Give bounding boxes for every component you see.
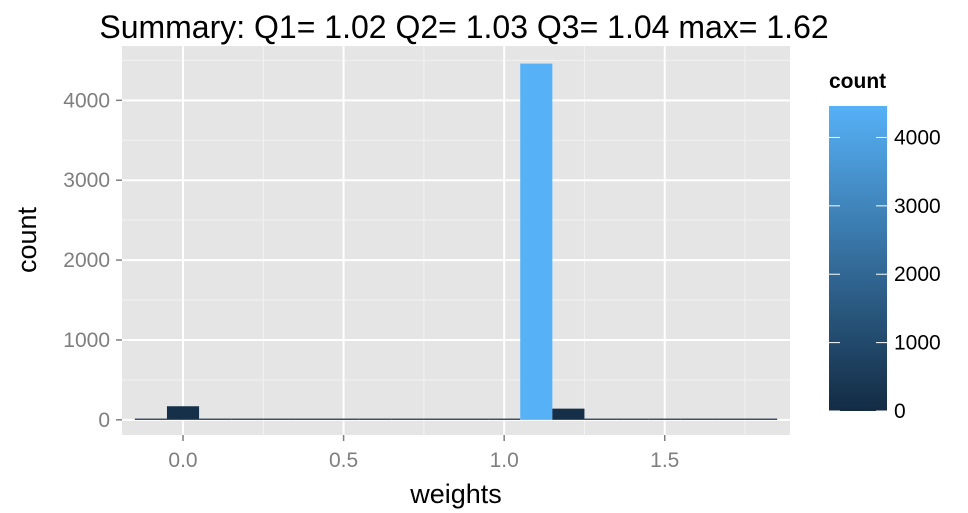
y-tick-label: 2000	[63, 249, 110, 272]
color-legend: count 0 1000 2000 3000 4000	[829, 70, 941, 423]
histogram-bar	[359, 418, 392, 420]
x-tick-label: 0.0	[168, 449, 197, 472]
legend-label: 1000	[894, 332, 941, 355]
bars	[134, 63, 778, 420]
histogram-bar	[745, 418, 778, 420]
histogram-bar	[456, 418, 489, 420]
x-axis: 0.0 0.5 1.0 1.5	[168, 435, 679, 472]
histogram-bar	[584, 418, 617, 420]
histogram-bar	[423, 418, 456, 420]
x-axis-title: weights	[409, 479, 502, 509]
histogram-bar	[166, 406, 200, 420]
histogram-bar	[391, 418, 424, 420]
y-axis: 0 1000 2000 3000 4000	[63, 89, 122, 432]
y-tick-label: 0	[98, 409, 110, 432]
legend-colorbar	[829, 106, 887, 411]
histogram-bar	[295, 418, 328, 420]
legend-breaks: 0 1000 2000 3000 4000	[829, 126, 941, 423]
histogram-bar	[552, 408, 585, 420]
histogram-bar	[680, 418, 713, 420]
legend-label: 2000	[894, 263, 941, 286]
legend-label: 4000	[894, 126, 941, 149]
x-tick-label: 1.0	[490, 449, 519, 472]
histogram-bar	[616, 418, 649, 420]
y-axis-title: count	[12, 206, 42, 273]
histogram-bar	[231, 418, 264, 420]
legend-label: 0	[894, 400, 906, 423]
legend-label: 3000	[894, 195, 941, 218]
histogram-bar	[488, 418, 521, 420]
x-tick-label: 0.5	[329, 449, 358, 472]
histogram-bar	[520, 63, 553, 420]
y-tick-label: 4000	[63, 89, 110, 112]
legend-title: count	[829, 70, 886, 93]
histogram-bar	[648, 418, 681, 420]
chart-title: Summary: Q1= 1.02 Q2= 1.03 Q3= 1.04 max=…	[99, 9, 828, 45]
y-tick-label: 3000	[63, 169, 110, 192]
histogram-bar	[327, 418, 360, 420]
y-tick-label: 1000	[63, 329, 110, 352]
histogram-bar	[263, 418, 296, 420]
histogram-bar	[199, 418, 232, 420]
x-tick-label: 1.5	[650, 449, 679, 472]
histogram-bar	[134, 418, 167, 420]
plot-panel	[122, 46, 790, 435]
histogram-bar	[712, 418, 746, 420]
